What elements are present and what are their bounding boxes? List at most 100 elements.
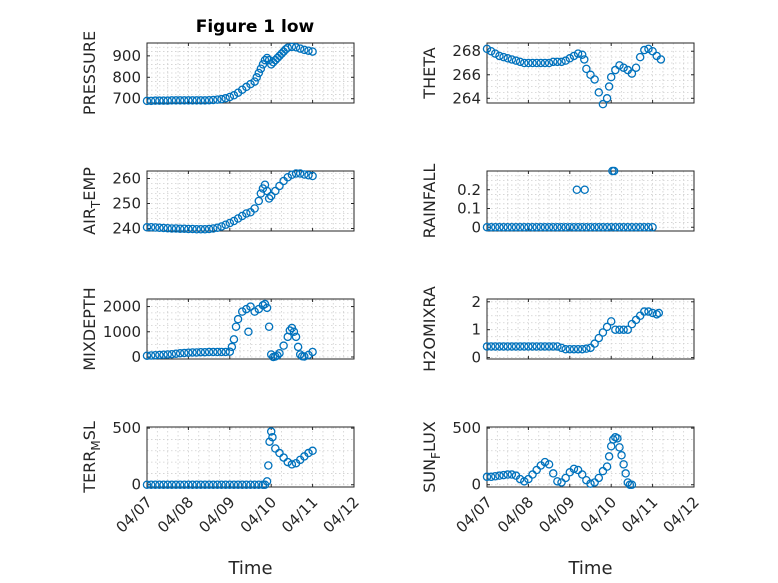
data-point <box>227 342 237 352</box>
data-point <box>557 478 566 487</box>
data-point <box>304 448 313 458</box>
data-point <box>644 307 653 316</box>
data-point <box>528 222 537 232</box>
data-point <box>619 325 628 334</box>
data-point <box>167 480 177 489</box>
data-point <box>252 73 261 82</box>
data-point <box>204 95 214 105</box>
data-point <box>613 434 622 443</box>
data-point <box>171 349 181 358</box>
data-point <box>237 211 247 221</box>
y-tick-label: 500 <box>452 419 481 437</box>
data-point <box>213 480 222 489</box>
data-point <box>229 335 239 344</box>
data-point <box>266 427 276 436</box>
y-tick-label: 1 <box>471 321 481 339</box>
data-point <box>254 68 264 78</box>
data-point <box>482 472 492 482</box>
data-point <box>283 457 293 467</box>
data-point <box>283 43 293 52</box>
data-point <box>221 220 230 229</box>
y-tick-label: 250 <box>112 195 141 213</box>
data-point <box>171 96 181 105</box>
data-point <box>142 351 152 360</box>
y-tick-label: 2000 <box>103 298 141 316</box>
data-point <box>184 348 193 357</box>
data-point <box>196 480 206 489</box>
data-point <box>611 65 620 75</box>
data-point <box>208 347 218 357</box>
data-point <box>163 350 172 359</box>
data-point <box>582 64 591 74</box>
data-point <box>609 435 618 444</box>
data-point <box>229 216 239 226</box>
data-point <box>486 222 496 232</box>
data-point <box>260 55 270 65</box>
data-point <box>217 480 226 489</box>
data-point <box>640 307 649 316</box>
data-point <box>540 457 550 467</box>
data-point <box>611 325 620 334</box>
x-tick-label: 04/09 <box>195 493 238 536</box>
data-point <box>635 52 645 62</box>
data-point <box>482 44 492 54</box>
data-point <box>609 166 619 176</box>
data-point <box>631 63 641 72</box>
data-point <box>623 478 633 487</box>
data-point <box>569 344 579 354</box>
data-point <box>561 56 570 65</box>
data-point <box>250 307 259 316</box>
data-point <box>295 44 305 53</box>
data-point <box>246 302 255 311</box>
data-point <box>511 342 521 351</box>
data-point <box>495 51 504 61</box>
y-tick-label: 0 <box>471 476 481 494</box>
data-point <box>656 55 666 64</box>
data-point <box>275 348 284 358</box>
data-point <box>544 460 554 469</box>
data-point <box>146 96 156 106</box>
data-point <box>221 94 230 103</box>
data-point <box>528 58 537 68</box>
subplot-h2omixra: 0 1 2 H2OMIXRA <box>420 286 695 372</box>
data-point <box>159 223 168 233</box>
data-point <box>524 342 533 351</box>
data-point <box>155 480 164 489</box>
series-points <box>482 432 637 489</box>
data-point <box>208 480 218 489</box>
data-point <box>503 222 512 232</box>
data-point <box>602 94 612 103</box>
grid <box>146 427 355 487</box>
x-axis-label: Time <box>567 558 612 579</box>
data-point <box>577 470 587 479</box>
data-point <box>180 224 189 233</box>
x-tick-label: 04/10 <box>237 493 280 536</box>
data-point <box>486 46 496 56</box>
data-point <box>237 307 247 316</box>
data-point <box>580 55 589 64</box>
data-point <box>151 480 160 489</box>
data-point <box>619 460 628 469</box>
data-point <box>167 224 177 233</box>
data-point <box>528 470 537 479</box>
data-point <box>532 58 541 68</box>
data-point <box>565 54 575 63</box>
data-point <box>246 480 255 489</box>
data-point <box>577 344 587 354</box>
data-point <box>155 350 164 360</box>
data-point <box>561 473 570 483</box>
data-point <box>225 480 235 489</box>
data-point <box>532 342 541 351</box>
data-point <box>627 480 637 489</box>
data-point <box>225 92 235 102</box>
series-points <box>142 427 317 489</box>
data-point <box>242 304 251 314</box>
data-point <box>648 46 657 56</box>
series-points <box>482 44 666 109</box>
data-point <box>264 461 273 470</box>
data-point <box>590 222 599 232</box>
data-point <box>604 452 614 461</box>
data-point <box>308 171 317 181</box>
data-point <box>499 222 508 232</box>
